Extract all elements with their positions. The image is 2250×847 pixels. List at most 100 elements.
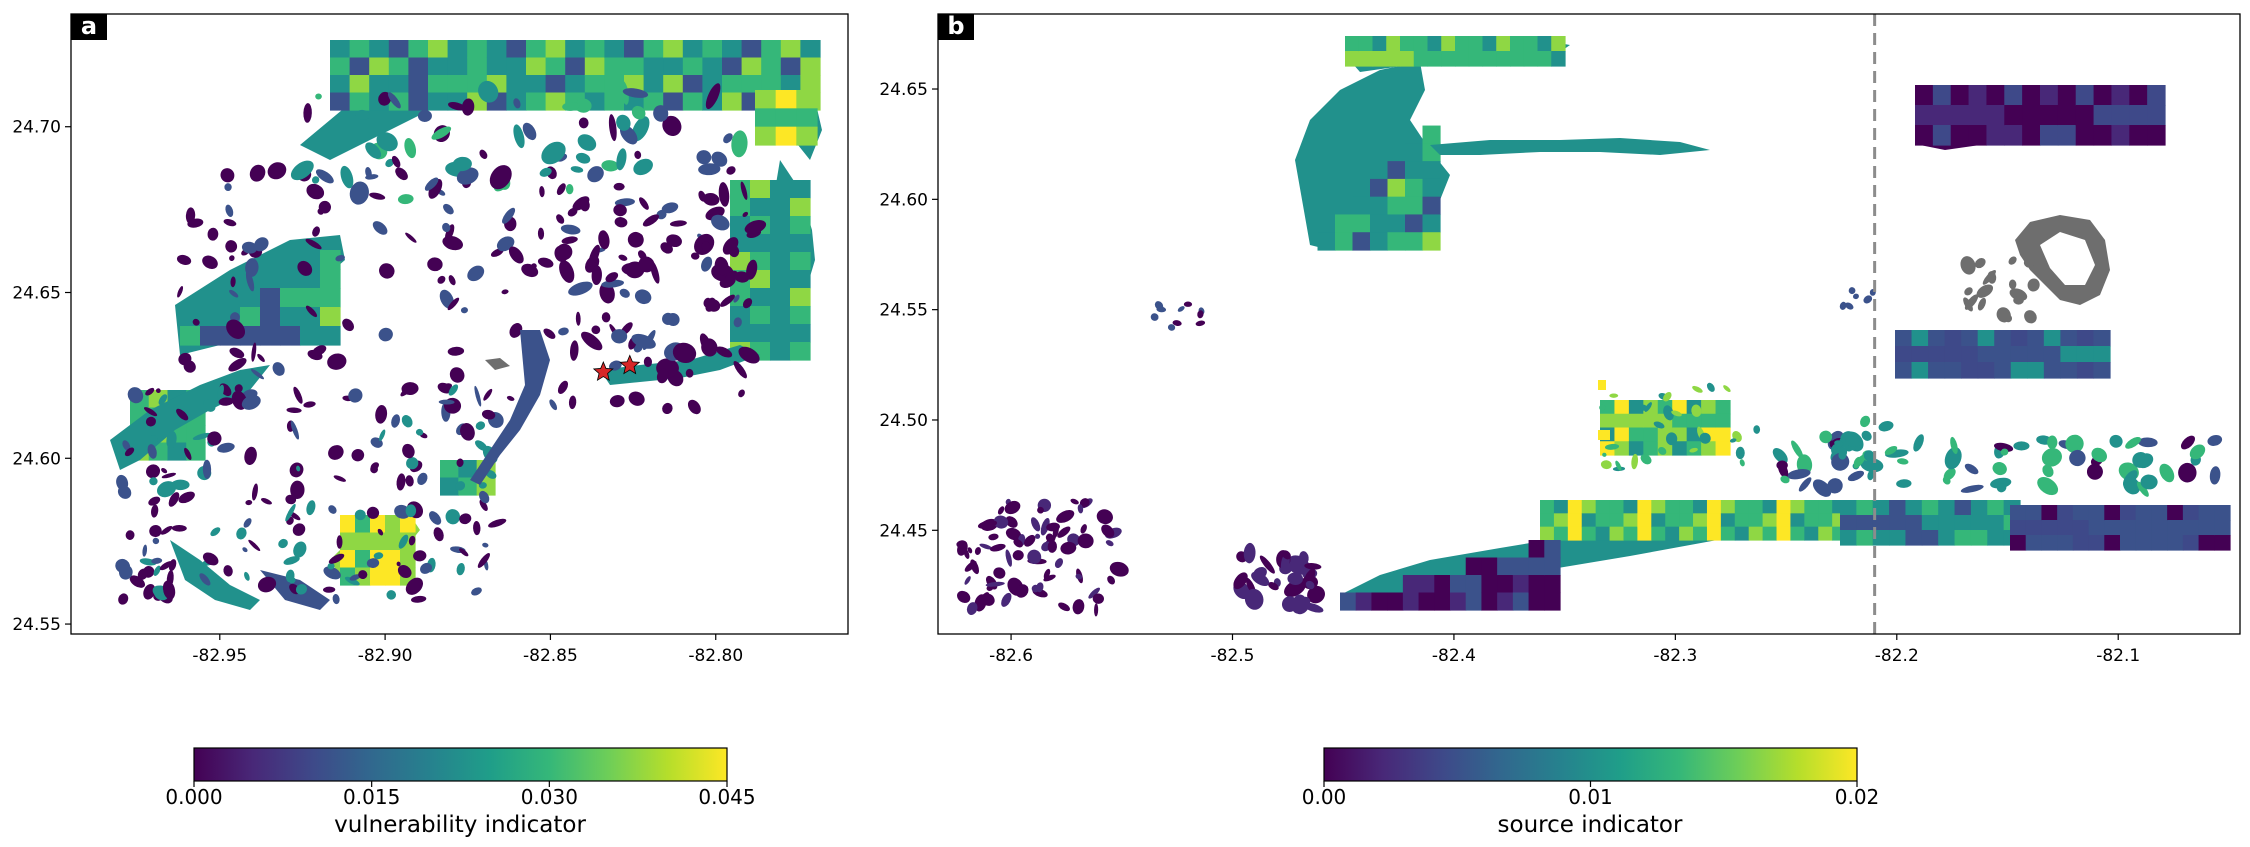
colorbar-tick-label: 0.015: [343, 785, 400, 809]
reef-fragment: [1197, 310, 1204, 319]
reef-cell: [1468, 36, 1484, 52]
reef-fragment: [245, 270, 255, 292]
reef-cell: [1665, 526, 1680, 541]
reef-fragment: [1791, 440, 1804, 459]
reef-cell: [428, 92, 449, 111]
reef-cell: [1961, 346, 1979, 363]
reef-cell: [755, 90, 777, 109]
reef-fragment: [223, 219, 237, 227]
reef-cell: [440, 460, 459, 479]
reef-fragment: [146, 464, 161, 479]
x-tick-label: -82.85: [523, 646, 578, 666]
reef-cell: [2076, 346, 2095, 363]
reef-fragment: [244, 446, 257, 465]
colorbar-tick-label: 0.030: [521, 785, 578, 809]
reef-cell: [1776, 513, 1792, 528]
reef-fragment: [160, 525, 173, 535]
reef-cell: [260, 288, 281, 308]
reef-fragment: [506, 395, 515, 401]
reef-cell: [2060, 346, 2078, 363]
reef-cell: [2072, 520, 2090, 536]
reef-fragment: [1878, 421, 1894, 432]
reef-fragment: [1753, 425, 1761, 434]
reef-cell: [2010, 330, 2028, 347]
reef-cell: [340, 550, 356, 569]
reef-fragment: [687, 399, 701, 415]
reef-fragment: [1992, 462, 2007, 476]
reef-cell: [2072, 535, 2090, 551]
reef-fragment: [575, 311, 581, 326]
reef-fragment: [377, 528, 384, 536]
reef-cell: [2027, 362, 2045, 379]
reef-fragment: [366, 558, 380, 568]
colorbar-tick-label: 0.045: [698, 785, 755, 809]
reef-cell: [750, 324, 771, 343]
reef-cell: [2060, 362, 2078, 379]
reef-fragment: [578, 117, 589, 129]
reef-fragment: [328, 445, 344, 460]
reef-fragment: [1070, 498, 1079, 505]
reef-fragment: [370, 465, 378, 474]
reef-fragment: [166, 570, 174, 588]
reef-cell: [1895, 346, 1913, 363]
reef-cell: [2151, 520, 2168, 536]
reef-cell: [349, 40, 370, 59]
x-tick-label: -82.90: [358, 646, 413, 666]
reef-cell: [1968, 125, 1988, 146]
reef-cell: [1762, 526, 1778, 541]
reef-fragment: [391, 414, 401, 428]
reef-cell: [1418, 592, 1435, 611]
reef-fragment: [405, 475, 414, 487]
reef-fragment: [1284, 579, 1306, 597]
reef-fragment: [666, 312, 680, 327]
reef-fragment: [2069, 449, 2086, 467]
reef-fragment: [513, 124, 525, 149]
reef-fragment: [742, 211, 749, 217]
reef-fragment: [1913, 434, 1924, 452]
reef-cell: [1856, 530, 1874, 546]
reef-fragment: [738, 346, 760, 364]
reef-fragment: [568, 281, 593, 296]
reef-fragment: [159, 561, 173, 571]
reef-cell: [1455, 51, 1470, 67]
reef-cell: [1856, 515, 1874, 531]
reef-fragment: [202, 459, 212, 480]
reef-patch: [170, 540, 260, 610]
reef-cell: [1358, 36, 1374, 52]
reef-fragment: [1615, 460, 1622, 471]
reef-fragment: [598, 230, 610, 250]
reef-cell: [1986, 105, 2005, 126]
reef-fragment: [2136, 481, 2149, 497]
reef-fragment: [988, 533, 999, 541]
reef-fragment: [153, 565, 161, 576]
reef-cell: [2151, 535, 2168, 551]
reef-cell: [1614, 441, 1630, 456]
reef-cell: [2043, 346, 2061, 363]
reef-cell: [750, 306, 771, 325]
reef-cell: [1551, 36, 1566, 52]
reef-cell: [1372, 51, 1387, 67]
reef-fragment: [1798, 477, 1812, 492]
reef-fragment: [177, 286, 184, 298]
reef-cell: [408, 92, 429, 111]
reef-fragment: [662, 402, 673, 415]
reef-cell: [1665, 500, 1680, 514]
reef-cell: [1512, 557, 1530, 576]
reef-fragment: [746, 259, 758, 280]
reef-fragment: [145, 416, 157, 427]
reef-cell: [1706, 513, 1722, 528]
reef-fragment: [351, 449, 365, 462]
reef-cell: [1987, 515, 2005, 531]
reef-cell: [388, 57, 409, 76]
reef-cell: [2041, 520, 2058, 536]
reef-fragment: [381, 408, 387, 416]
reef-cell: [741, 40, 762, 59]
reef-fragment: [2137, 437, 2158, 448]
reef-fragment: [1982, 269, 1996, 285]
reef-fragment: [653, 105, 669, 122]
reef-fragment: [207, 431, 222, 446]
reef-cell: [1701, 413, 1717, 429]
reef-cell: [526, 92, 547, 111]
reef-fragment: [740, 181, 748, 200]
